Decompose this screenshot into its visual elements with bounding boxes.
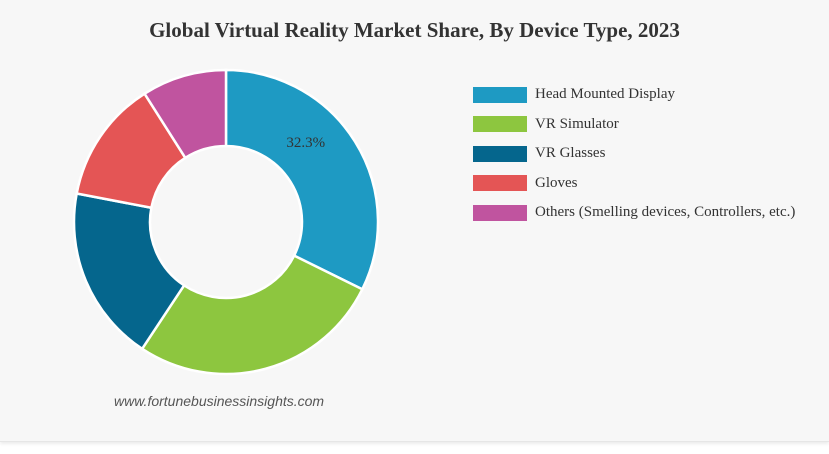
legend-label: Gloves (535, 174, 578, 191)
chart-card: Global Virtual Reality Market Share, By … (0, 18, 829, 442)
legend-swatch (473, 175, 527, 192)
legend-swatch (473, 145, 527, 162)
legend-item: VR Glasses (473, 139, 795, 169)
legend-label: Others (Smelling devices, Controllers, e… (535, 204, 796, 221)
donut-slice (72, 192, 186, 351)
legend-swatch (473, 86, 527, 103)
donut-slice (140, 253, 364, 376)
legend-swatch (473, 204, 527, 221)
legend-item: Others (Smelling devices, Controllers, e… (473, 198, 795, 228)
legend-item: Gloves (473, 169, 795, 199)
donut-chart: 32.3% (72, 68, 380, 376)
donut-slice (224, 68, 380, 291)
legend-label: VR Simulator (535, 115, 619, 132)
donut-slices (72, 68, 380, 376)
legend-item: Head Mounted Display (473, 80, 795, 110)
source-watermark: www.fortunebusinessinsights.com (114, 393, 325, 409)
donut-slice (142, 68, 228, 160)
legend-label: VR Glasses (535, 145, 606, 162)
legend-swatch (473, 116, 527, 133)
chart-title: Global Virtual Reality Market Share, By … (149, 18, 680, 42)
slice-data-label: 32.3% (286, 135, 325, 151)
legend-label: Head Mounted Display (535, 86, 675, 103)
donut-data-labels: 32.3% (286, 135, 325, 151)
legend-item: VR Simulator (473, 110, 795, 140)
chart-legend: Head Mounted Display VR Simulator VR Glass… (473, 80, 795, 228)
